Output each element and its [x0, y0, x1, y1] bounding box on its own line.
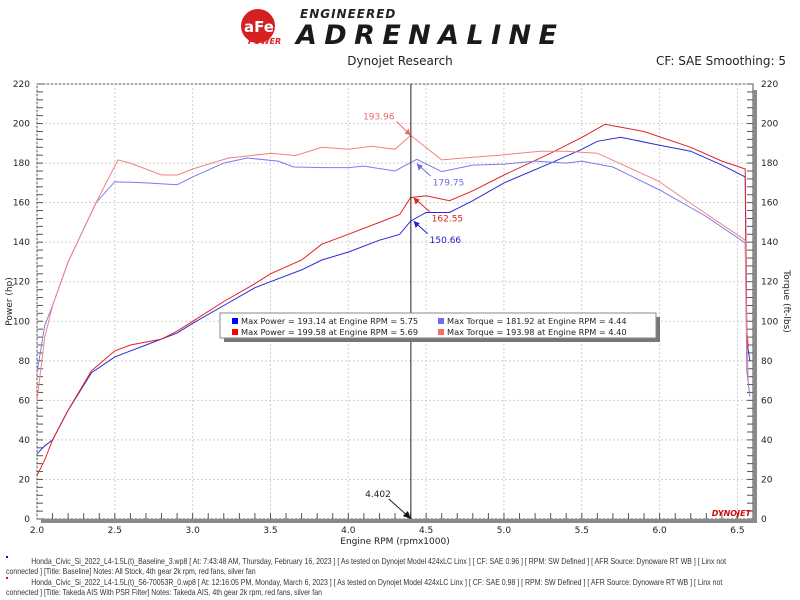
annotation-label: 150.66 — [430, 236, 462, 246]
legend-entry: Max Torque = 193.98 at Engine RPM = 4.40 — [447, 327, 627, 337]
y2-axis-bar — [753, 90, 757, 523]
annotation-label: 162.55 — [432, 215, 464, 225]
x-tick-label: 5.0 — [497, 526, 512, 536]
y-tick-label-right: 20 — [761, 475, 773, 485]
y-tick-label-right: 120 — [761, 278, 778, 288]
legend-swatch — [438, 318, 444, 324]
y-tick-label-right: 180 — [761, 159, 778, 169]
legend-swatch — [232, 318, 238, 324]
legend-swatch — [438, 329, 444, 335]
run-1-info-line-2: connected ] [Title: Baseline] Notes: All… — [6, 566, 256, 576]
y-tick-label-left: 180 — [13, 159, 30, 169]
y-tick-label-left: 20 — [19, 475, 31, 485]
y-tick-label-right: 80 — [761, 357, 773, 367]
y-tick-label-left: 200 — [13, 120, 30, 130]
y-tick-label-left: 140 — [13, 238, 30, 248]
x-tick-label: 4.5 — [419, 526, 433, 536]
series-line-blue_power — [36, 136, 751, 455]
y-tick-label-left: 160 — [13, 199, 30, 209]
annotation-arrow-head — [413, 197, 420, 205]
x-tick-label: 2.0 — [30, 526, 45, 536]
run-2-info-line-2: connected ] [Title: Takeda AIS With PSR … — [6, 587, 322, 597]
x-tick-label: 4.0 — [341, 526, 356, 536]
legend-entry: Max Torque = 181.92 at Engine RPM = 4.44 — [447, 316, 627, 326]
afe-logo: aFe POWER ENGINEERED ADRENALINE — [241, 7, 558, 48]
x-axis-title: Engine RPM (rpmx1000) — [340, 537, 449, 547]
legend-entry: Max Power = 193.14 at Engine RPM = 5.75 — [241, 316, 418, 326]
y-tick-label-right: 100 — [761, 317, 778, 327]
dynojet-watermark: DYNOJET — [712, 509, 752, 518]
run-1-info-line-1: Honda_Civic_Si_2022_L4-1.5L(t)_Baseline_… — [31, 556, 727, 566]
plot-area — [36, 83, 754, 520]
x-tick-label: 3.0 — [185, 526, 200, 536]
run-2-info-line-1: Honda_Civic_Si_2022_L4-1.5L(t)_S6-70053R… — [31, 577, 723, 587]
y-tick-label-left: 40 — [19, 436, 31, 446]
annotation-label: 179.75 — [433, 179, 465, 189]
y-tick-label-left: 60 — [19, 396, 31, 406]
annotation-arrow-head — [416, 163, 423, 171]
series-line-blue_torque — [36, 157, 751, 397]
y-tick-label-left: 80 — [19, 357, 31, 367]
x-tick-label: 2.5 — [108, 526, 122, 536]
y-tick-label-left: 120 — [13, 278, 30, 288]
annotation-arrow-head — [413, 221, 420, 229]
y-tick-label-right: 140 — [761, 238, 778, 248]
x-tick-label: 5.5 — [575, 526, 589, 536]
cf-smoothing-label: CF: SAE Smoothing: 5 — [655, 54, 786, 68]
y-tick-label-right: 40 — [761, 436, 773, 446]
x-tick-label: 6.5 — [730, 526, 744, 536]
annotation-label: 193.96 — [363, 112, 395, 122]
footer-run-1: Honda_Civic_Si_2022_L4-1.5L(t)_Baseline_… — [6, 556, 796, 576]
y-tick-label-right: 220 — [761, 80, 778, 90]
y-tick-label-right: 0 — [761, 515, 767, 525]
svg-text:ADRENALINE: ADRENALINE — [294, 20, 558, 48]
x-axis-bar — [41, 519, 757, 523]
svg-text:aFe: aFe — [244, 18, 274, 36]
y-tick-label-right: 160 — [761, 199, 778, 209]
run-1-color-dot — [6, 556, 8, 558]
legend-entry: Max Power = 199.58 at Engine RPM = 5.69 — [241, 327, 418, 337]
dyno-chart: 2.0 2.5 3.0 3.5 4.0 4.5 5.0 5.5 6.0 6.5 0 0 20 20 40 40… — [5, 80, 791, 547]
run-2-color-dot — [6, 577, 8, 579]
x-tick-label: 3.5 — [263, 526, 277, 536]
y-tick-label-left: 220 — [13, 80, 30, 90]
series-line-red_power — [36, 123, 749, 476]
y-tick-label-left: 0 — [24, 515, 30, 525]
chart-subtitle: Dynojet Research — [347, 54, 453, 68]
y-tick-label-right: 60 — [761, 396, 773, 406]
cursor-value-label: 4.402 — [365, 490, 391, 500]
y-tick-label-right: 200 — [761, 120, 778, 130]
svg-text:ENGINEERED: ENGINEERED — [300, 7, 396, 21]
x-tick-label: 6.0 — [652, 526, 667, 536]
y-axis-title: Power (hp) — [5, 277, 15, 326]
cursor-arrow-head — [402, 511, 411, 519]
legend-swatch — [232, 329, 238, 335]
y-tick-label-left: 100 — [13, 317, 30, 327]
series-line-red_torque — [36, 134, 749, 401]
y2-axis-title: Torque (ft-lbs) — [781, 269, 791, 333]
annotation-arrow-head — [404, 128, 411, 136]
footer-run-2: Honda_Civic_Si_2022_L4-1.5L(t)_S6-70053R… — [6, 577, 796, 597]
svg-text:POWER: POWER — [248, 37, 281, 46]
